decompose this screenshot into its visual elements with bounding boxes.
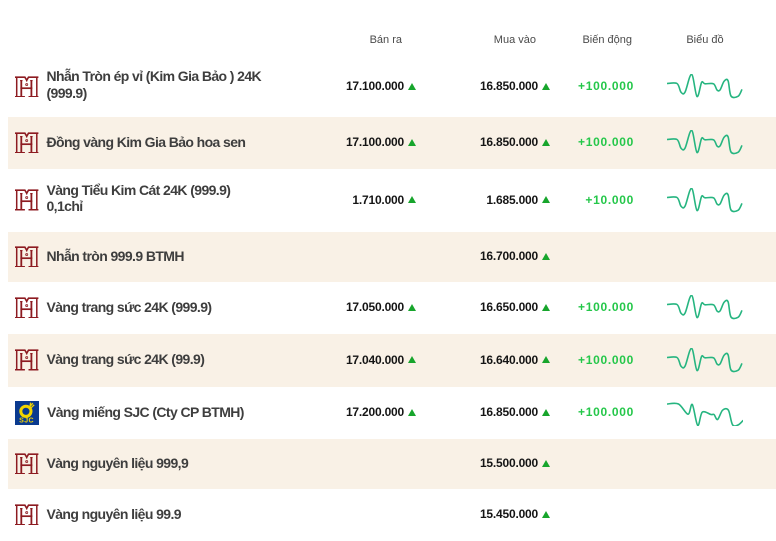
svg-text:SJC: SJC: [19, 417, 34, 424]
